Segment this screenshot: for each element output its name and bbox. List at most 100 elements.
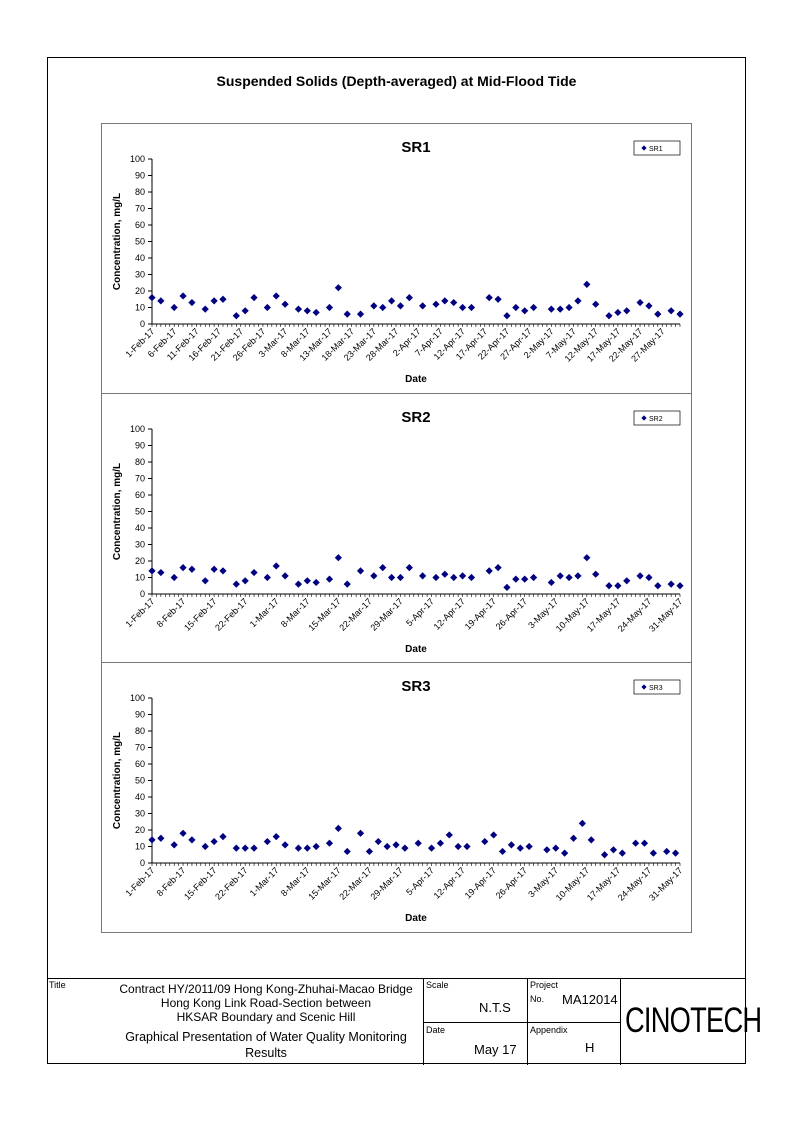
data-point — [325, 839, 334, 847]
subject-line: Results — [245, 1046, 287, 1060]
legend-label: SR3 — [649, 685, 663, 692]
data-point — [263, 837, 271, 846]
data-point — [458, 303, 467, 312]
data-point — [450, 298, 458, 307]
data-point — [157, 834, 165, 842]
data-point — [574, 297, 582, 305]
data-point — [529, 573, 538, 582]
data-point — [578, 819, 586, 827]
divider — [528, 1022, 621, 1023]
data-point — [498, 847, 507, 856]
data-point — [614, 308, 622, 317]
data-point — [467, 303, 476, 312]
data-point — [250, 294, 258, 302]
data-point — [565, 303, 573, 312]
data-point — [640, 839, 649, 847]
data-point — [241, 307, 249, 315]
data-point — [503, 583, 511, 591]
x-tick-label: 19-Apr-17 — [463, 865, 498, 900]
data-point — [667, 580, 675, 588]
legend-label: SR1 — [649, 146, 663, 153]
y-tick-label: 40 — [135, 523, 145, 533]
data-point — [419, 302, 427, 310]
y-tick-label: 0 — [140, 858, 145, 868]
data-point — [614, 582, 622, 590]
data-point — [636, 572, 644, 580]
data-point — [583, 280, 591, 288]
data-point — [441, 570, 449, 578]
data-point — [512, 303, 520, 312]
y-tick-label: 90 — [135, 441, 145, 451]
x-tick-label: 1-Feb-17 — [124, 596, 157, 629]
x-axis-label: Date — [405, 374, 427, 385]
data-point — [432, 573, 440, 582]
data-point — [312, 308, 320, 317]
y-tick-label: 10 — [135, 842, 145, 852]
data-point — [463, 842, 471, 851]
data-point — [507, 841, 515, 849]
chart-sr2: SR201020304050607080901001-Feb-178-Feb-1… — [102, 393, 691, 655]
data-point — [210, 565, 218, 573]
y-tick-label: 40 — [135, 253, 145, 263]
data-point — [303, 844, 311, 852]
x-tick-label: 1-Feb-17 — [124, 865, 157, 898]
data-point — [170, 303, 178, 312]
chart-title: SR2 — [401, 409, 430, 426]
data-point — [645, 302, 653, 310]
y-tick-label: 60 — [135, 220, 145, 230]
data-point — [179, 564, 187, 572]
x-axis-label: Date — [405, 913, 427, 924]
x-tick-label: 12-Apr-17 — [432, 865, 467, 900]
x-tick-label: 1-Mar-17 — [248, 596, 281, 629]
data-point — [552, 844, 560, 852]
y-tick-label: 0 — [140, 589, 145, 599]
data-point — [334, 554, 342, 562]
x-tick-label: 15-Feb-17 — [182, 865, 218, 901]
data-point — [623, 577, 631, 585]
legend-marker — [641, 145, 647, 151]
y-tick-label: 50 — [135, 507, 145, 517]
data-point — [676, 582, 684, 590]
data-point — [521, 307, 529, 315]
data-point — [556, 572, 564, 580]
y-tick-label: 0 — [140, 319, 145, 329]
data-point — [441, 297, 449, 305]
data-point — [356, 829, 365, 837]
data-point — [303, 307, 311, 315]
data-point — [632, 839, 640, 847]
data-point — [543, 846, 551, 854]
data-point — [565, 573, 573, 582]
x-tick-label: 31-May-17 — [647, 865, 684, 902]
x-tick-label: 15-Mar-17 — [306, 865, 342, 901]
y-tick-label: 20 — [135, 556, 145, 566]
data-point — [467, 573, 476, 582]
subject-line: Graphical Presentation of Water Quality … — [125, 1030, 407, 1044]
data-point — [232, 580, 240, 588]
data-point — [494, 564, 502, 572]
y-tick-label: 40 — [135, 792, 145, 802]
data-point — [485, 567, 493, 575]
x-tick-label: 26-Apr-17 — [494, 596, 529, 631]
data-point — [592, 300, 600, 308]
data-point — [281, 572, 289, 580]
data-point — [405, 564, 413, 572]
data-point — [188, 298, 196, 307]
data-point — [188, 836, 196, 844]
data-point — [188, 565, 196, 573]
legend-label: SR2 — [649, 416, 663, 423]
chart-area: SR1 0 10 20 30 40 50 60 70 80 90 100 1-Feb-17 6-Feb-1… — [101, 123, 692, 933]
data-point — [605, 312, 613, 320]
date-label: Date — [426, 1025, 446, 1035]
data-point — [445, 831, 453, 839]
project-value: MA12014 — [562, 992, 618, 1007]
data-point — [454, 842, 462, 851]
data-point — [667, 307, 675, 315]
data-point — [325, 303, 334, 312]
data-point — [671, 849, 680, 857]
page-frame — [47, 57, 746, 1064]
scale-value: N.T.S — [479, 1000, 511, 1015]
data-point — [370, 302, 378, 310]
data-point — [583, 554, 591, 562]
data-point — [179, 292, 187, 300]
data-point — [605, 582, 613, 590]
